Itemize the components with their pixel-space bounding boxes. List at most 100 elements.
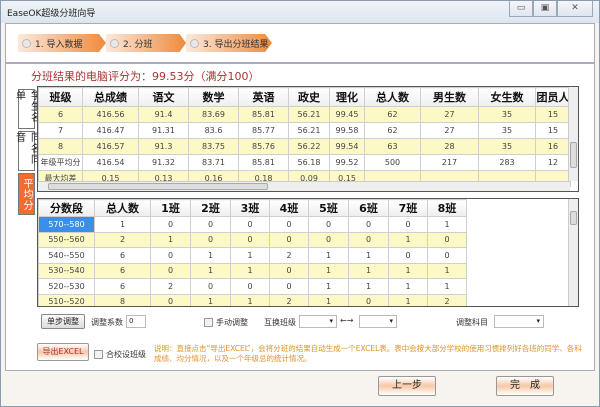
table-cell: 2 bbox=[150, 278, 191, 295]
table-cell: 1 bbox=[308, 262, 349, 279]
table-cell: 2 bbox=[269, 247, 309, 264]
column-header[interactable]: 5班 bbox=[308, 199, 349, 217]
table-row[interactable]: 530--540 6 0 1 1 0 1 1 1 1 bbox=[38, 262, 467, 279]
merge-class-checkbox[interactable] bbox=[94, 350, 103, 359]
swap-class-b-select[interactable]: ▾ bbox=[359, 315, 397, 328]
table-cell: 6 bbox=[94, 278, 151, 295]
column-header[interactable]: 2班 bbox=[190, 199, 231, 217]
table-cell: 0 bbox=[190, 216, 231, 233]
step-label: 1. 导入数据 bbox=[35, 39, 83, 50]
table-cell: 6 bbox=[38, 106, 83, 123]
table-cell: 1 bbox=[427, 278, 467, 295]
manual-adjust-checkbox[interactable] bbox=[204, 318, 213, 327]
column-header[interactable]: 1班 bbox=[150, 199, 191, 217]
coef-label: 调整系数 bbox=[91, 318, 123, 327]
table-cell: 27 bbox=[420, 122, 479, 139]
table-cell: 85.76 bbox=[238, 138, 289, 155]
table-cell: 217 bbox=[420, 154, 479, 171]
column-header[interactable]: 4班 bbox=[269, 199, 309, 217]
table-cell: 2 bbox=[269, 293, 309, 306]
table-cell: 8 bbox=[94, 293, 151, 306]
column-header[interactable]: 7班 bbox=[388, 199, 428, 217]
coef-spinner[interactable]: 0 bbox=[126, 315, 146, 328]
table-row[interactable]: 年级平均分 416.54 91.32 83.71 85.81 56.18 99.52 500 2… bbox=[38, 154, 571, 171]
step-import: 1. 导入数据 bbox=[18, 34, 106, 52]
column-header[interactable]: 总成绩 bbox=[82, 87, 139, 107]
column-header[interactable]: 团员人 bbox=[535, 87, 571, 107]
table-cell: 0 bbox=[427, 231, 467, 248]
tab-student-list[interactable]: 学生名单 bbox=[14, 89, 40, 129]
column-header[interactable]: 理化 bbox=[329, 87, 365, 107]
minimize-button[interactable]: ▭ bbox=[509, 1, 533, 17]
table-cell: 99.52 bbox=[329, 154, 365, 171]
table-row[interactable]: 8 416.57 91.3 83.75 85.76 56.22 99.54 63 28 35 16 bbox=[38, 138, 571, 155]
column-header[interactable]: 总人数 bbox=[94, 199, 151, 217]
adjust-subject-label: 调整科目 bbox=[456, 318, 488, 327]
table-cell: 0 bbox=[269, 278, 309, 295]
table-cell: 530--540 bbox=[38, 262, 95, 279]
table-cell: 35 bbox=[478, 122, 536, 139]
table-cell: 0 bbox=[230, 278, 270, 295]
column-header[interactable]: 男生数 bbox=[420, 87, 479, 107]
table-cell: 1 bbox=[388, 262, 428, 279]
adjust-subject-select[interactable]: ▾ bbox=[494, 315, 544, 328]
table-cell: 1 bbox=[388, 231, 428, 248]
table-cell: 416.54 bbox=[82, 154, 139, 171]
table-row[interactable]: 510--520 8 0 1 1 2 1 0 1 2 bbox=[38, 293, 467, 306]
table-cell: 570--580 bbox=[38, 216, 95, 233]
table-cell: 1 bbox=[348, 262, 389, 279]
column-header[interactable]: 班级 bbox=[38, 87, 83, 107]
column-header[interactable]: 英语 bbox=[238, 87, 289, 107]
previous-button[interactable]: 上一步 bbox=[378, 376, 436, 396]
export-note: 说明：直接点击“导出EXCEL”，会将分班的结果自动生成一个EXCEL表。表中会… bbox=[154, 344, 582, 363]
table-cell: 年级平均分 bbox=[38, 154, 83, 171]
table-cell: 0 bbox=[348, 231, 389, 248]
table-cell: 0 bbox=[388, 216, 428, 233]
table-cell: 1 bbox=[94, 216, 151, 233]
column-header[interactable]: 总人数 bbox=[364, 87, 421, 107]
table-cell: 0 bbox=[269, 216, 309, 233]
step-adjust-button[interactable]: 单步调整 bbox=[41, 314, 85, 329]
table-cell: 27 bbox=[420, 106, 479, 123]
table-row[interactable]: 7 416.47 91.31 83.6 85.77 56.21 99.58 62 27 35 15 bbox=[38, 122, 571, 139]
table-cell: 416.47 bbox=[82, 122, 139, 139]
table-row[interactable]: 540--550 6 0 1 1 2 1 1 0 0 bbox=[38, 247, 467, 264]
column-header[interactable]: 3班 bbox=[230, 199, 270, 217]
vertical-scrollbar[interactable] bbox=[568, 199, 578, 306]
table-cell: 6 bbox=[94, 247, 151, 264]
table-cell: 0 bbox=[150, 262, 191, 279]
table-row[interactable]: 6 416.56 91.4 83.69 85.81 56.21 99.45 62 27 35 15 bbox=[38, 106, 571, 123]
column-header[interactable]: 6班 bbox=[348, 199, 389, 217]
column-header[interactable]: 女生数 bbox=[478, 87, 536, 107]
horizontal-scrollbar[interactable] bbox=[38, 181, 570, 191]
finish-button[interactable]: 完 成 bbox=[496, 376, 554, 396]
export-excel-button[interactable]: 导出EXCEL bbox=[37, 343, 89, 361]
tab-average[interactable]: 平均分 bbox=[18, 173, 35, 215]
swap-class-a-select[interactable]: ▾ bbox=[299, 315, 337, 328]
step-label: 2. 分班 bbox=[123, 39, 153, 50]
table-row[interactable]: 520--530 6 2 0 0 0 1 1 1 1 bbox=[38, 278, 467, 295]
column-header[interactable]: 数学 bbox=[188, 87, 239, 107]
table-cell: 2 bbox=[94, 231, 151, 248]
table-cell: 99.45 bbox=[329, 106, 365, 123]
column-header[interactable]: 8班 bbox=[427, 199, 467, 217]
column-header[interactable]: 语文 bbox=[138, 87, 189, 107]
table-cell: 416.57 bbox=[82, 138, 139, 155]
table-cell: 0 bbox=[308, 231, 349, 248]
close-button[interactable]: ✕ bbox=[557, 1, 593, 17]
table-cell: 99.58 bbox=[329, 122, 365, 139]
table-cell: 550--560 bbox=[38, 231, 95, 248]
step-assign: 2. 分班 bbox=[106, 34, 186, 52]
column-header[interactable]: 政史 bbox=[288, 87, 330, 107]
vertical-scrollbar[interactable] bbox=[568, 87, 578, 181]
table-cell: 1 bbox=[230, 262, 270, 279]
table-row[interactable]: 550--560 2 1 0 0 0 0 0 1 0 bbox=[38, 231, 467, 248]
tab-same-name[interactable]: 同名同音 bbox=[14, 131, 40, 171]
table-cell: 0 bbox=[150, 293, 191, 306]
table-cell: 56.18 bbox=[288, 154, 330, 171]
table-cell: 56.22 bbox=[288, 138, 330, 155]
table-row[interactable]: 570--580 1 0 0 0 0 0 0 0 1 bbox=[38, 216, 467, 233]
table-cell: 0 bbox=[388, 247, 428, 264]
maximize-button[interactable]: ▣ bbox=[533, 1, 557, 17]
column-header[interactable]: 分数段 bbox=[38, 199, 95, 217]
